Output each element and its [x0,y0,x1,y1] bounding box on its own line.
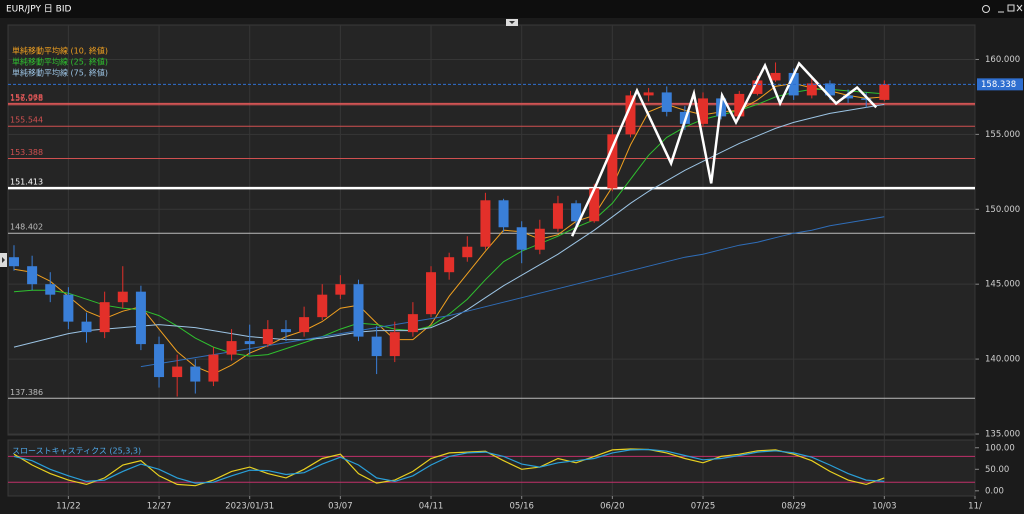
candle-body [607,134,618,189]
x-tick-label: 07/25 [691,502,716,512]
y-tick-label: 100.00 [985,443,1015,453]
candle-body [752,80,763,94]
x-tick-label: 2023/01/31 [225,502,274,512]
level-label: 157.068 [10,93,43,102]
x-tick-label: 11/ [968,502,982,512]
level-label: 148.402 [10,223,43,232]
last-price-box [977,78,1023,91]
legend-entry: 単純移動平均線 (10, 終値) [12,46,108,56]
candle-body [262,329,273,345]
candle-body [879,84,890,100]
candle-body [299,317,310,333]
title-bar [0,0,1024,18]
indicator-title: スローストキャスティクス (25,3,3) [12,447,141,456]
candle-body [824,83,835,96]
x-tick-label: 05/16 [509,502,534,512]
y-tick-label: 140.000 [985,355,1020,365]
last-price-label: 158.338 [981,80,1016,90]
candle-body [734,93,745,117]
candle-body [190,366,201,382]
candle-body [444,257,455,273]
candle-body [63,294,74,322]
candle-body [335,284,346,295]
candle-body [770,72,781,81]
candle-body [698,98,709,124]
candle-body [625,95,636,135]
y-tick-label: 135.000 [985,430,1020,440]
y-tick-label: 150.000 [985,205,1020,215]
candle-body [208,354,219,382]
window-controls[interactable] [982,4,1023,13]
x-tick-label: 12/27 [147,502,172,512]
candle-body [843,95,854,99]
level-label: 155.544 [10,116,43,125]
x-tick-label: 10/03 [872,502,897,512]
level-label: 151.413 [10,178,43,187]
legend-entry: 単純移動平均線 (75, 終値) [12,68,108,78]
candle-body [534,228,545,250]
candle-body [172,366,183,378]
indicator-panel [7,439,976,497]
candle-body [498,200,509,228]
y-tick-label: 50.00 [985,465,1009,475]
candle-body [81,321,92,333]
side-handle-icon [2,257,5,263]
candle-body [552,203,563,229]
level-label: 153.388 [10,148,43,157]
level-label: 137.386 [10,388,43,397]
candle-body [371,336,382,357]
close-button[interactable] [1016,4,1023,12]
candle-body [317,294,328,318]
candle-body [407,314,418,333]
candle-body [154,344,165,378]
candle-body [516,227,527,250]
indicator-line [13,448,885,487]
candle-body [244,341,255,345]
candle-body [480,200,491,247]
candle-body [661,92,672,112]
x-tick-label: 08/29 [781,502,806,512]
y-tick-label: 0.00 [985,486,1004,496]
candle-body [117,291,128,303]
candle-body [135,291,146,345]
x-tick-label: 11/22 [56,502,81,512]
legend-entry: 単純移動平均線 (25, 終値) [12,57,108,67]
candle-body [589,188,600,222]
y-tick-label: 145.000 [985,280,1020,290]
candle-body [8,257,19,267]
candle-body [353,284,364,337]
candle-body [280,329,291,333]
moving-average [13,103,885,348]
maximize-button[interactable] [1007,4,1015,12]
chart-title: EUR/JPY 日 BID [6,4,71,15]
candle-body [426,272,437,315]
x-tick-label: 03/07 [328,502,353,512]
x-tick-label: 04/11 [419,502,444,512]
candle-body [389,332,400,357]
plot-layer: 135.000 140.000 145.000 150.000 155.000 160.0… [8,25,1023,512]
candle-body [643,92,654,96]
candle-body [27,266,38,285]
candle-body [861,98,872,100]
candle-body [571,203,582,222]
indicator-line [13,448,885,484]
candle-body [45,284,56,295]
level-label: 156.978 [10,94,43,103]
y-tick-label: 160.000 [985,55,1020,65]
moving-average [140,216,885,368]
candle-body [462,246,473,258]
x-tick-label: 06/20 [600,502,625,512]
candle-body [226,341,237,355]
help-button[interactable] [982,5,990,13]
candle-body [99,302,110,333]
y-tick-label: 155.000 [985,130,1020,140]
candle-body [806,83,817,96]
collapse-icon [509,21,515,24]
trend-line [570,61,878,237]
